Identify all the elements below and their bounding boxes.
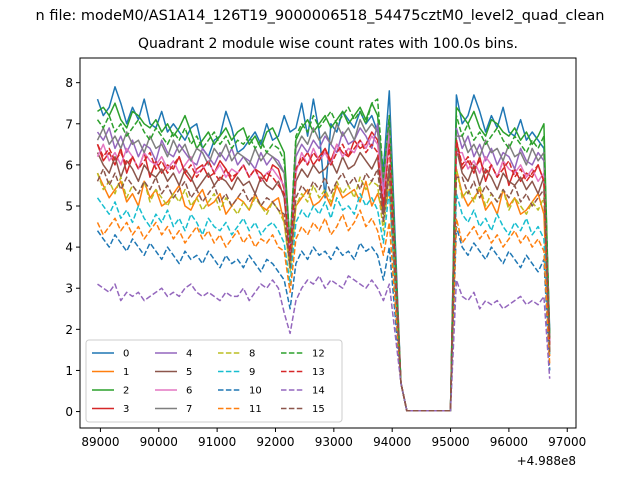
- x-tick-label: 92000: [256, 435, 294, 449]
- x-tick-label: 91000: [198, 435, 236, 449]
- chart-title: Quadrant 2 module wise count rates with …: [138, 36, 518, 52]
- legend-label-15: 15: [312, 404, 325, 415]
- x-tick-label: 96000: [490, 435, 528, 449]
- y-tick-label: 0: [65, 405, 73, 419]
- x-tick-label: 93000: [315, 435, 353, 449]
- y-tick-label: 4: [65, 241, 73, 255]
- legend-label-6: 6: [186, 386, 192, 397]
- legend-label-5: 5: [186, 367, 192, 378]
- series-line-12: [96, 98, 551, 412]
- x-tick-label: 90000: [140, 435, 178, 449]
- series-line-10: [96, 225, 551, 412]
- y-axis: 0 1 2 3 4 5 6 7 8: [65, 76, 80, 419]
- series-line-9: [96, 188, 551, 412]
- legend-label-9: 9: [249, 367, 255, 378]
- series-line-6: [96, 127, 551, 412]
- series-line-2: [97, 102, 551, 412]
- y-tick-label: 1: [65, 364, 73, 378]
- x-tick-label: 95000: [431, 435, 469, 449]
- y-tick-label: 5: [65, 200, 73, 214]
- series-line-8: [96, 168, 551, 412]
- series-line-11: [96, 209, 551, 412]
- x-tick-label: 97000: [548, 435, 586, 449]
- x-offset-label: +4.988e8: [517, 454, 576, 468]
- legend-label-2: 2: [123, 386, 129, 397]
- y-tick-label: 8: [65, 76, 73, 90]
- series-line-0: [96, 86, 551, 412]
- y-tick-label: 2: [65, 323, 73, 337]
- series-line-5: [96, 147, 551, 412]
- legend-label-11: 11: [249, 404, 262, 415]
- legend-label-12: 12: [312, 349, 325, 360]
- legend-box: [85, 339, 343, 423]
- legend-label-7: 7: [186, 404, 192, 415]
- legend-label-8: 8: [249, 349, 255, 360]
- legend-label-13: 13: [312, 367, 325, 378]
- plot-area-frame: [79, 57, 577, 429]
- x-axis: 89000 90000 91000 92000 93000 94000 95000 96000…: [81, 428, 586, 449]
- series-line-13: [96, 139, 551, 412]
- series-line-7: [96, 114, 551, 412]
- legend-label-10: 10: [249, 386, 262, 397]
- x-tick-label: 94000: [373, 435, 411, 449]
- legend-label-4: 4: [186, 349, 192, 360]
- series-line-14: [97, 275, 551, 412]
- legend-label-1: 1: [123, 367, 129, 378]
- y-tick-label: 3: [65, 282, 73, 296]
- y-tick-label: 6: [65, 158, 73, 172]
- x-tick-label: 89000: [81, 435, 119, 449]
- figure-suptitle: n file: modeM0/AS1A14_126T19_9000006518_…: [35, 8, 605, 24]
- legend-label-0: 0: [123, 349, 129, 360]
- legend-label-3: 3: [123, 404, 129, 415]
- legend-label-14: 14: [312, 386, 325, 397]
- series-lines: [96, 86, 551, 412]
- y-tick-label: 7: [65, 117, 73, 131]
